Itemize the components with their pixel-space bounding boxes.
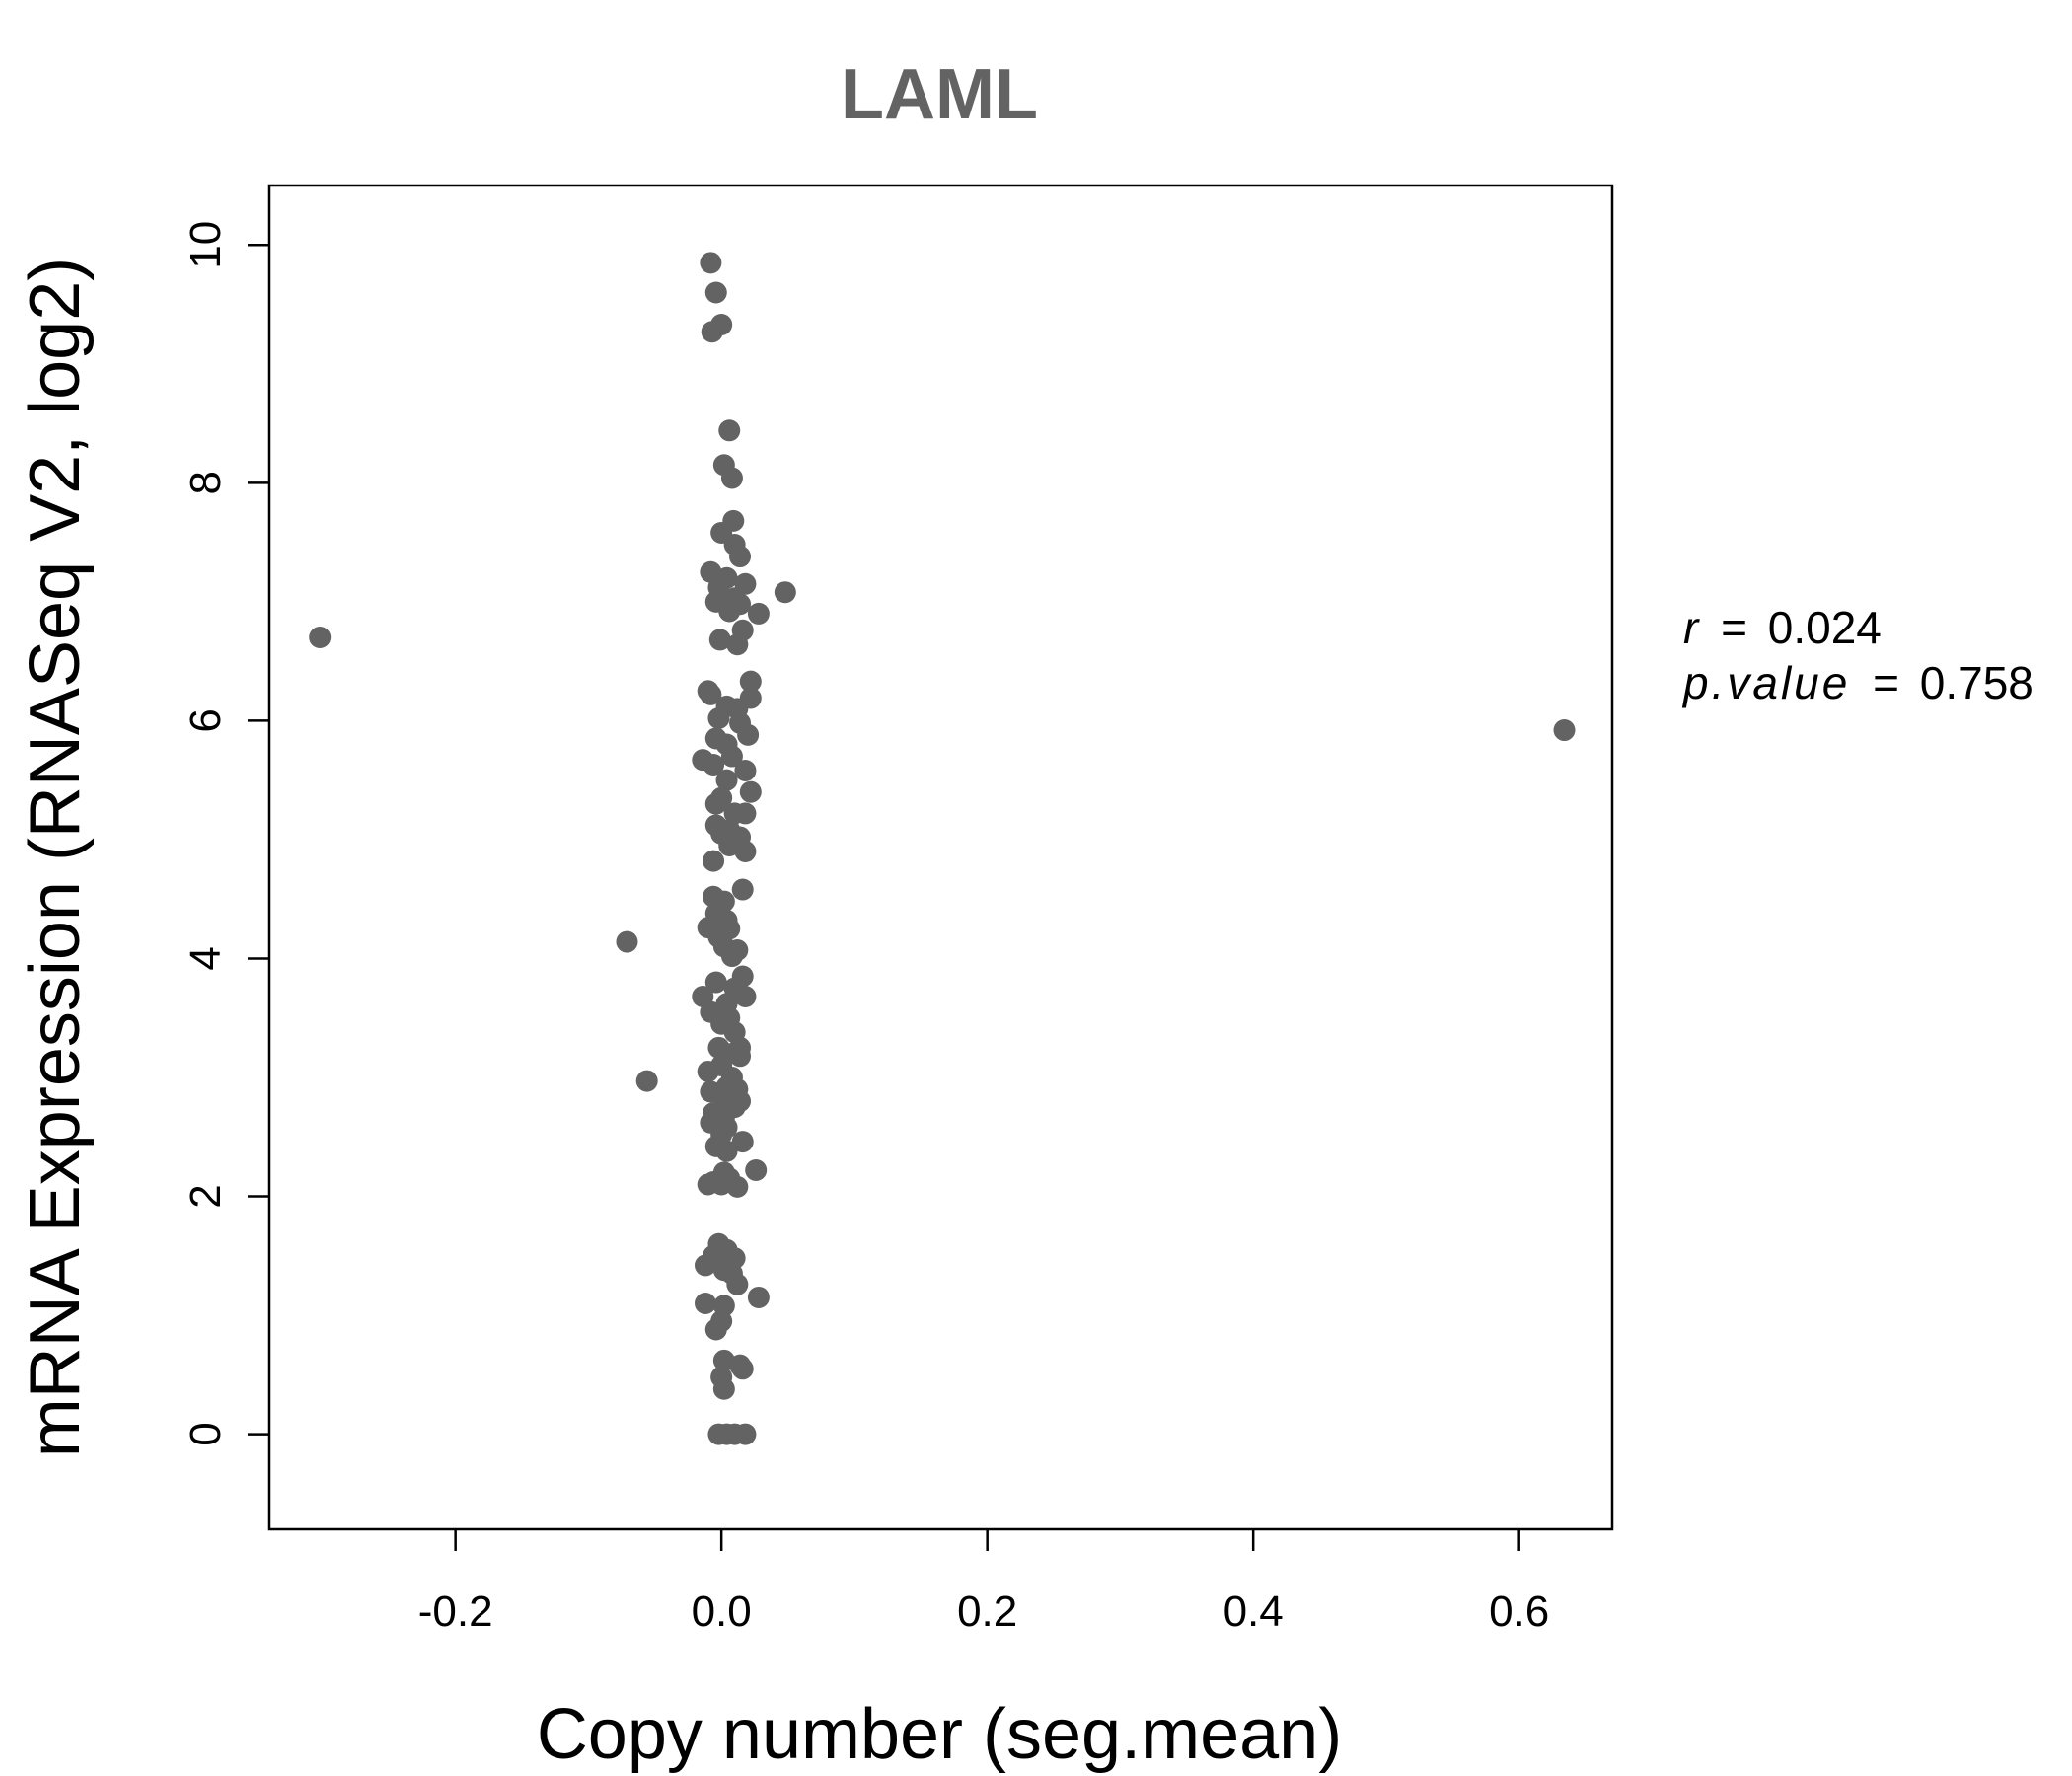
- x-tick-label: -0.2: [418, 1588, 493, 1636]
- data-point: [707, 706, 730, 729]
- data-point: [701, 321, 723, 343]
- data-point: [635, 1070, 658, 1092]
- data-point: [703, 753, 725, 776]
- data-point: [720, 745, 743, 768]
- data-point: [747, 1286, 770, 1308]
- data-point: [704, 1318, 727, 1341]
- data-point: [739, 670, 762, 693]
- data-point: [715, 1140, 738, 1162]
- data-point: [726, 633, 749, 656]
- y-axis: 0 2 4 6 8 10: [182, 221, 269, 1446]
- y-tick-label: 4: [182, 946, 230, 970]
- data-point: [731, 878, 754, 901]
- data-point: [726, 1175, 749, 1198]
- data-point: [697, 1060, 719, 1082]
- data-point: [729, 546, 752, 568]
- data-point: [747, 602, 770, 625]
- data-point: [737, 723, 760, 746]
- data-points: [309, 252, 1576, 1445]
- data-point: [708, 629, 731, 651]
- data-point: [734, 986, 757, 1008]
- plot-frame: [267, 184, 1614, 1531]
- data-point: [731, 1358, 754, 1380]
- y-tick-label: 10: [182, 221, 230, 269]
- data-point: [616, 930, 638, 953]
- data-point: [309, 627, 332, 649]
- r-label: r: [1683, 602, 1700, 653]
- y-axis-title: mRNA Expression (RNASeq V2, log2): [16, 258, 95, 1457]
- data-point: [739, 780, 762, 803]
- data-point: [718, 600, 741, 623]
- correlation-stats: r = 0.024 p.value = 0.758: [1681, 602, 2034, 708]
- data-point: [745, 1158, 768, 1181]
- data-point: [704, 971, 727, 994]
- data-point: [704, 792, 727, 815]
- data-point: [734, 760, 757, 782]
- x-axis: -0.2 0.0 0.2 0.4 0.6: [418, 1529, 1549, 1636]
- data-point: [1553, 719, 1576, 742]
- y-tick-label: 0: [182, 1422, 230, 1445]
- data-point: [694, 1292, 716, 1314]
- r-value: 0.024: [1768, 602, 1882, 653]
- data-point: [715, 769, 738, 791]
- x-tick-label: 0.6: [1489, 1588, 1549, 1636]
- data-point: [700, 683, 722, 705]
- y-tick-label: 2: [182, 1184, 230, 1208]
- r-stat: r = 0.024: [1683, 602, 1882, 653]
- data-point: [718, 419, 741, 442]
- chart-title: LAML: [841, 55, 1038, 134]
- p-label: p.value: [1681, 657, 1850, 708]
- data-point: [731, 1131, 754, 1153]
- x-tick-label: 0.0: [692, 1588, 752, 1636]
- r-equals: =: [1721, 602, 1747, 653]
- x-tick-label: 0.2: [957, 1588, 1017, 1636]
- x-axis-title: Copy number (seg.mean): [537, 1695, 1342, 1774]
- data-point: [704, 281, 727, 304]
- p-equals: =: [1873, 657, 1899, 708]
- p-stat: p.value = 0.758: [1681, 657, 2034, 708]
- data-point: [734, 802, 757, 825]
- data-point: [726, 1273, 749, 1295]
- data-point: [700, 252, 722, 274]
- data-point: [712, 1377, 735, 1400]
- data-point: [703, 850, 725, 872]
- data-point: [734, 1423, 757, 1445]
- x-tick-label: 0.4: [1223, 1588, 1284, 1636]
- data-point: [720, 467, 743, 489]
- data-point: [734, 840, 757, 862]
- data-point: [694, 1254, 716, 1277]
- p-value: 0.758: [1920, 657, 2034, 708]
- data-point: [729, 1045, 752, 1068]
- y-tick-label: 8: [182, 471, 230, 494]
- data-point: [710, 1173, 733, 1196]
- data-point: [774, 581, 796, 604]
- y-tick-label: 6: [182, 708, 230, 732]
- data-point: [720, 945, 743, 968]
